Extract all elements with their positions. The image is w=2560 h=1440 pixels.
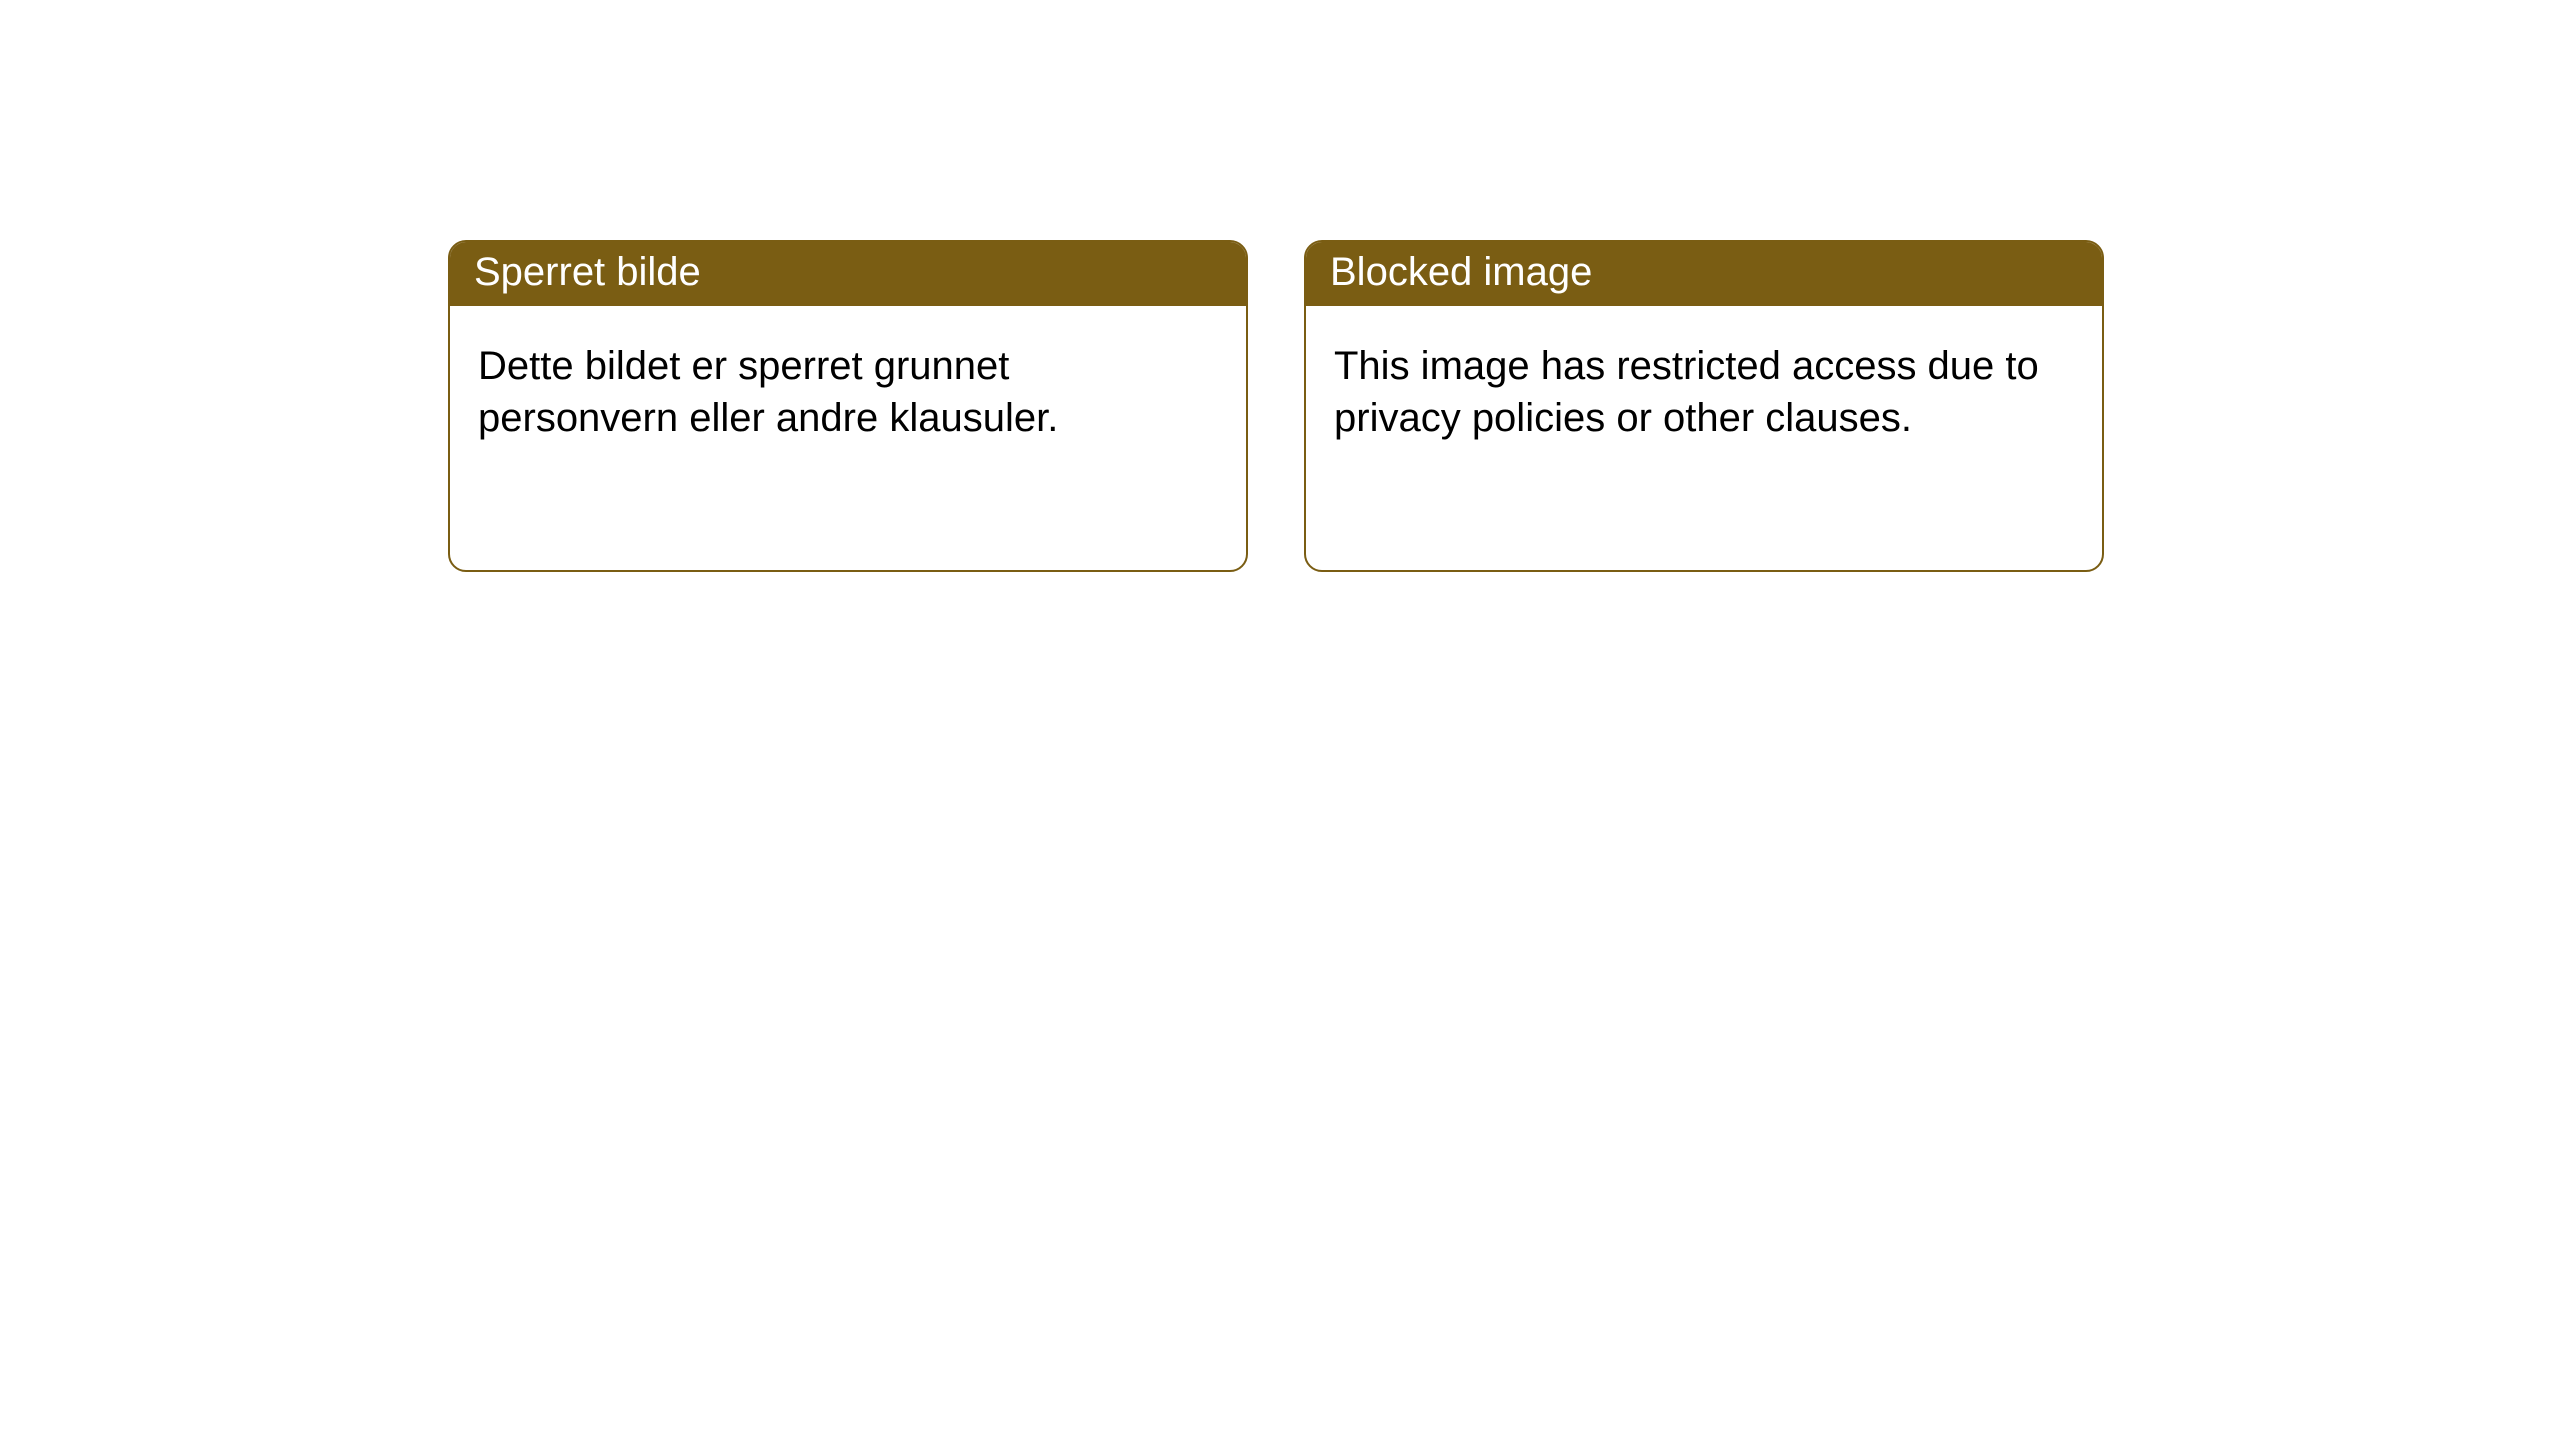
notice-body: This image has restricted access due to … [1306,306,2102,478]
notice-header: Blocked image [1306,242,2102,306]
notice-body: Dette bildet er sperret grunnet personve… [450,306,1246,478]
notice-header: Sperret bilde [450,242,1246,306]
notice-container: Sperret bilde Dette bildet er sperret gr… [0,0,2560,572]
notice-card-norwegian: Sperret bilde Dette bildet er sperret gr… [448,240,1248,572]
notice-card-english: Blocked image This image has restricted … [1304,240,2104,572]
